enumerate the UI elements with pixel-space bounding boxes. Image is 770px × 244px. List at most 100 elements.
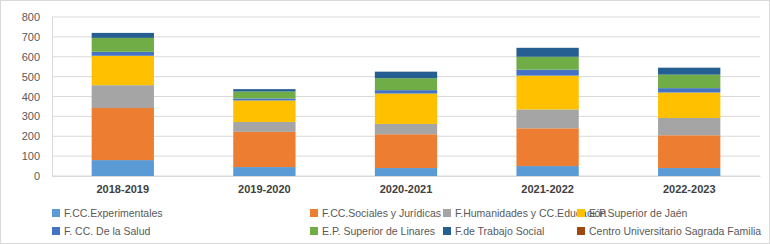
bar	[375, 94, 437, 124]
y-tick: 800	[22, 11, 52, 23]
y-tick-label: 600	[22, 51, 40, 63]
bar	[92, 56, 154, 85]
y-tick-label: 200	[22, 130, 40, 142]
bar	[516, 47, 578, 48]
bar	[658, 88, 720, 92]
bar	[375, 134, 437, 168]
grid	[52, 17, 760, 176]
grid-line	[52, 56, 760, 57]
legend-label: F.de Trabajo Social	[455, 225, 544, 237]
y-tick: 400	[22, 91, 52, 103]
bar	[658, 75, 720, 89]
bar	[375, 72, 437, 79]
x-tick-label: 2018-2019	[96, 183, 149, 195]
x-tick: 2021-2022	[521, 176, 574, 195]
x-tick-label: 2019-2020	[238, 183, 291, 195]
bar	[233, 100, 295, 121]
bar	[516, 166, 578, 176]
y-tick-label: 300	[22, 110, 40, 122]
bar	[92, 32, 154, 33]
y-tick: 700	[22, 31, 52, 43]
bar	[92, 85, 154, 108]
legend-item: Centro Universitario Sagrada Familia	[577, 225, 761, 237]
y-tick-label: 700	[22, 31, 40, 43]
legend-item: E.P.Superior de Jaén	[577, 207, 688, 219]
legend-item: F.CC.Sociales y Jurídicas	[310, 207, 441, 219]
legend-label: F.Humanidades y CC.Educación	[455, 207, 606, 219]
legend-swatch	[443, 209, 451, 217]
x-tick: 2018-2019	[96, 176, 149, 195]
legend-item: F.CC.Experimentales	[52, 207, 163, 219]
legend-label: E.P.Superior de Jaén	[589, 207, 688, 219]
x-tick-label: 2020-2021	[380, 183, 433, 195]
x-axis: 2018-2019 2019-2020 2020-2021 2021-2022 2022…	[53, 176, 761, 195]
y-tick: 0	[34, 170, 52, 182]
bar	[658, 168, 720, 176]
series	[92, 56, 721, 124]
x-tick: 2020-2021	[380, 176, 433, 195]
y-tick-label: 500	[22, 71, 40, 83]
bar	[516, 70, 578, 76]
bar	[92, 160, 154, 176]
bar	[233, 98, 295, 100]
chart-border	[1, 1, 770, 244]
bar	[92, 33, 154, 38]
y-tick-label: 0	[34, 170, 40, 182]
bar	[233, 122, 295, 132]
y-tick: 600	[22, 51, 52, 63]
grid-line	[52, 36, 760, 37]
bar	[658, 68, 720, 75]
bar	[375, 124, 437, 134]
series	[92, 85, 721, 135]
y-axis-line	[52, 18, 53, 177]
legend-item: F. CC. De la Salud	[52, 225, 151, 237]
x-tick: 2022-2023	[663, 176, 716, 195]
series	[92, 33, 721, 92]
legend-swatch	[52, 209, 60, 217]
y-tick-label: 800	[22, 11, 40, 23]
bar	[516, 57, 578, 70]
bar	[516, 48, 578, 57]
bar	[375, 168, 437, 176]
y-tick: 300	[22, 110, 52, 122]
legend-label: E.P. Superior de Linares	[322, 225, 435, 237]
legend-swatch	[577, 227, 585, 235]
bar	[233, 132, 295, 167]
bar	[658, 67, 720, 68]
y-tick: 500	[22, 71, 52, 83]
legend-label: F.CC.Sociales y Jurídicas	[322, 207, 441, 219]
x-tick-label: 2022-2023	[663, 183, 716, 195]
bar	[516, 128, 578, 166]
legend-label: Centro Universitario Sagrada Familia	[589, 225, 761, 237]
bar	[516, 76, 578, 110]
legend-label: F. CC. De la Salud	[64, 225, 151, 237]
x-tick-label: 2021-2022	[521, 183, 574, 195]
bar	[658, 118, 720, 135]
bar	[92, 52, 154, 56]
legend-swatch	[577, 209, 585, 217]
bar	[658, 93, 720, 118]
legend-label: F.CC.Experimentales	[64, 207, 163, 219]
bar	[92, 108, 154, 160]
bar	[233, 167, 295, 176]
bar	[516, 109, 578, 128]
x-tick: 2019-2020	[238, 176, 291, 195]
series	[92, 38, 721, 99]
series	[92, 52, 721, 101]
y-tick: 100	[22, 150, 52, 162]
legend-item: F.Humanidades y CC.Educación	[443, 207, 606, 219]
bar	[375, 90, 437, 93]
grid-line	[52, 17, 760, 18]
bars	[92, 33, 721, 176]
bar	[233, 89, 295, 91]
bar	[375, 78, 437, 90]
y-tick-label: 400	[22, 91, 40, 103]
legend-swatch	[52, 227, 60, 235]
chart: 0 100 200 300 400 500 600 700 800 2018-2019 2019-2…	[0, 0, 770, 244]
legend-swatch	[443, 227, 451, 235]
x-axis-line	[53, 176, 761, 177]
bar	[233, 89, 295, 90]
bar	[233, 92, 295, 99]
y-axis: 0 100 200 300 400 500 600 700 800	[22, 11, 53, 182]
legend-swatch	[310, 209, 318, 217]
